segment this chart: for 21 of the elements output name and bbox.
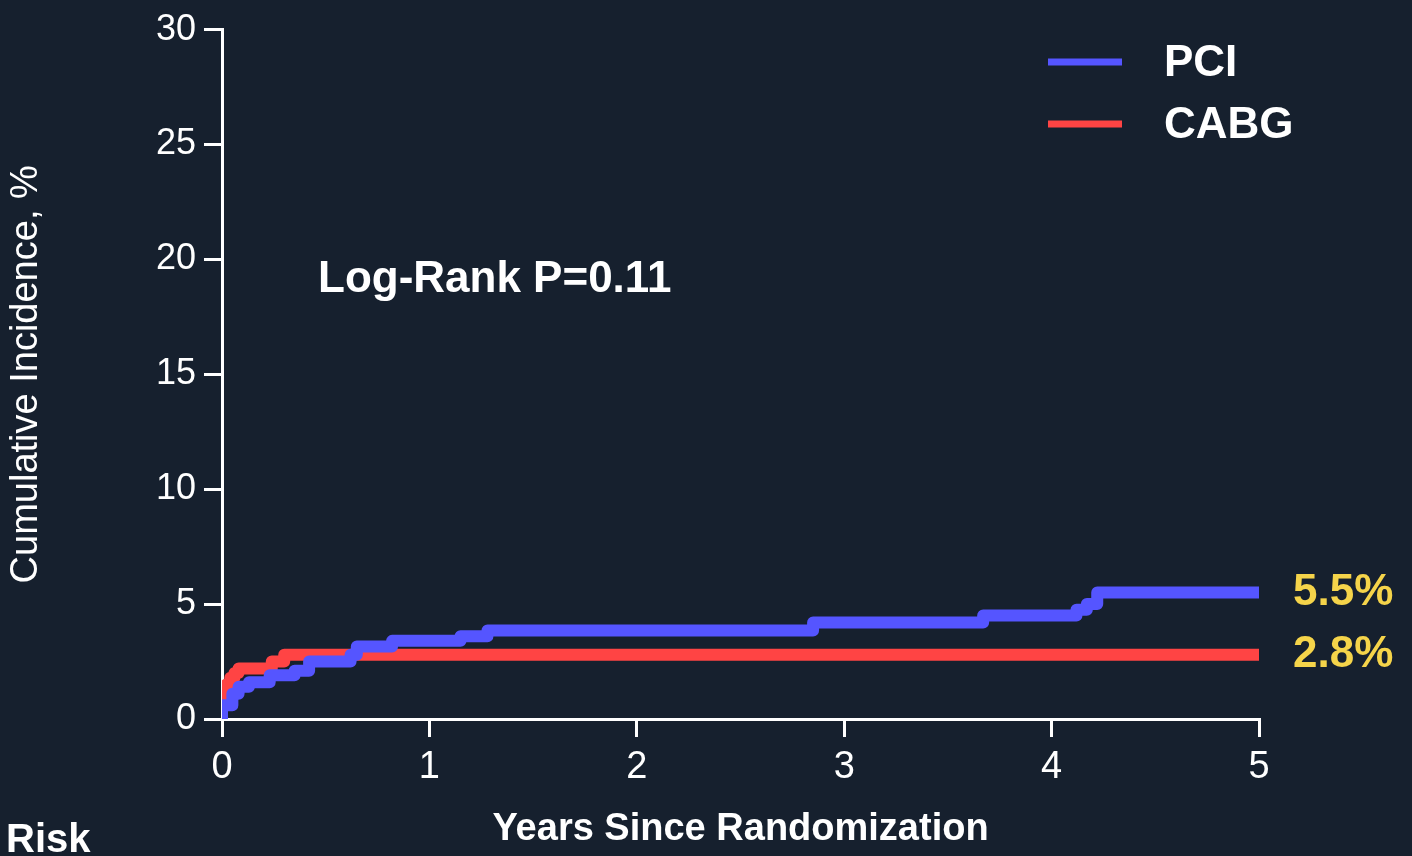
y-axis-title: Cumulative Incidence, % <box>3 165 46 584</box>
text: Risk <box>6 816 92 856</box>
x-tick-label: 1 <box>418 744 440 787</box>
annotation: 5.5% <box>1293 564 1394 614</box>
annotation: Log-Rank P=0.11 <box>318 252 672 301</box>
x-tick-label: 3 <box>833 744 855 787</box>
y-tick-label: 30 <box>155 6 196 48</box>
y-tick-label: 10 <box>155 466 196 508</box>
y-tick-label: 5 <box>175 581 196 623</box>
x-tick-label: 2 <box>626 744 648 787</box>
legend-label: PCI <box>1164 36 1238 86</box>
x-tick-label: 0 <box>211 744 233 787</box>
y-tick-label: 0 <box>175 695 196 737</box>
y-tick-label: 25 <box>155 121 196 163</box>
legend-label: CABG <box>1164 98 1294 148</box>
y-tick-label: 20 <box>155 236 196 278</box>
x-axis-title: Years Since Randomization <box>492 805 989 848</box>
x-tick-label: 5 <box>1248 744 1270 787</box>
x-tick-label: 4 <box>1041 744 1063 787</box>
y-tick-label: 15 <box>155 351 196 393</box>
annotation: 2.8% <box>1293 626 1394 676</box>
